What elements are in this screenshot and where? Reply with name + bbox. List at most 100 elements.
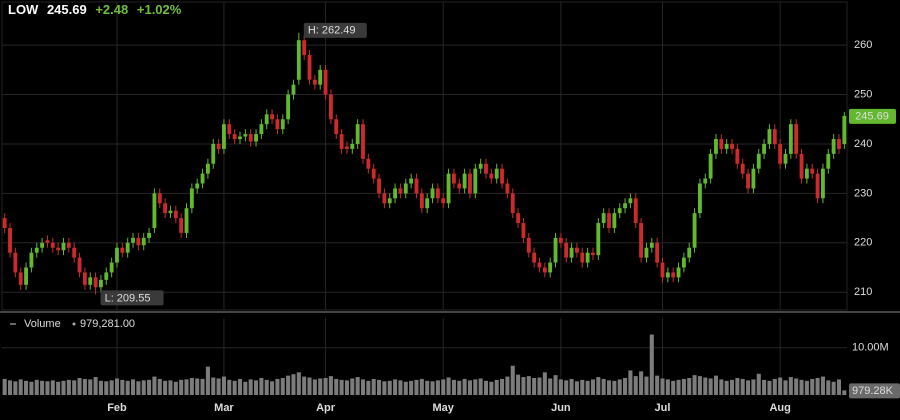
volume-bar	[756, 373, 761, 395]
candle-body	[478, 163, 483, 169]
volume-bar	[815, 377, 820, 395]
candle-body	[762, 143, 767, 154]
annotation: L: 209.55	[105, 292, 151, 304]
candle-body	[756, 153, 761, 169]
candle-body	[569, 247, 574, 258]
candle-body	[387, 198, 392, 204]
legend-dot	[72, 322, 76, 326]
candle-body	[254, 134, 258, 142]
legend-name: Volume	[24, 318, 61, 330]
candle-body	[837, 139, 841, 149]
volume-bar	[826, 380, 831, 395]
candle-body	[398, 188, 403, 194]
candle-body	[393, 188, 398, 199]
volume-bar	[211, 377, 216, 395]
candle-body	[730, 143, 734, 149]
volume-bar	[312, 379, 317, 395]
price-tag	[849, 108, 896, 124]
volume-bar	[500, 378, 505, 395]
candle-body	[574, 247, 579, 253]
volume-bar	[671, 380, 676, 395]
volume-bar	[778, 377, 783, 395]
x-tick-label: Jul	[655, 402, 671, 414]
candle-body	[200, 173, 205, 184]
x-tick-label: May	[433, 402, 455, 414]
candle-body	[163, 203, 168, 214]
candle-body	[72, 247, 77, 258]
volume-bar	[612, 380, 617, 395]
volume-bar	[232, 380, 237, 395]
volume-bar	[13, 381, 18, 395]
candle-body	[708, 153, 713, 179]
candle-body	[323, 69, 328, 95]
volume-bar	[350, 378, 355, 395]
volume-bar	[719, 379, 724, 395]
volume-bar	[580, 379, 585, 395]
volume-bar	[623, 377, 628, 395]
volume-bar	[254, 380, 259, 395]
volume-bar	[120, 379, 125, 395]
candle-body	[104, 272, 109, 280]
candle-body	[205, 163, 210, 174]
candle-body	[537, 262, 542, 268]
change: +2.48	[95, 2, 129, 17]
volume-bar	[147, 379, 152, 395]
volume-bar	[93, 377, 98, 395]
candle-body	[141, 237, 146, 246]
volume-bar	[360, 379, 366, 395]
candle-body	[339, 134, 344, 149]
candle-body	[312, 79, 317, 85]
volume-bar	[66, 379, 71, 395]
candle-body	[676, 267, 681, 278]
candle-body	[147, 232, 151, 238]
candle-body	[564, 242, 569, 258]
volume-bar	[72, 380, 77, 395]
volume-bar	[569, 378, 574, 395]
candle-body	[109, 262, 114, 273]
volume-bar	[687, 377, 692, 395]
volume-bar	[788, 377, 793, 395]
candle-body	[649, 242, 654, 248]
volume-bar	[24, 380, 29, 395]
candle-body	[243, 134, 248, 137]
candle-body	[580, 252, 585, 263]
candle-body	[628, 198, 633, 204]
x-tick-label: Feb	[107, 402, 127, 414]
candle-body	[484, 163, 488, 174]
candle-body	[2, 218, 7, 228]
candle-body	[623, 203, 627, 209]
volume-bar	[344, 380, 349, 395]
candle-body	[136, 237, 141, 246]
candle-body	[296, 40, 301, 80]
volume-bar	[403, 381, 408, 395]
candle-body	[179, 218, 184, 233]
candle-body	[703, 178, 708, 184]
candle-body	[125, 242, 130, 253]
volume-bar	[505, 376, 510, 395]
volume-bar	[216, 378, 221, 395]
candle-body	[804, 168, 809, 179]
candle-body	[345, 146, 349, 149]
candle-body	[494, 168, 499, 179]
volume-bar	[248, 379, 253, 395]
volume-bar	[665, 379, 670, 395]
candle-body	[526, 237, 531, 253]
volume-bar	[740, 378, 745, 395]
volume-bar	[393, 379, 398, 395]
volume-bar	[708, 378, 713, 395]
candle-body	[195, 183, 200, 189]
volume-bar	[270, 381, 275, 395]
volume-bar	[157, 378, 162, 395]
volume-bar	[88, 379, 93, 395]
volume-bar	[746, 380, 751, 395]
volume-bar	[729, 379, 735, 395]
x-tick-label: Apr	[316, 402, 336, 414]
candle-body	[548, 262, 553, 273]
volume-bar	[82, 378, 87, 395]
volume-bar	[713, 375, 719, 395]
candle-body	[430, 188, 435, 199]
candle-body	[88, 277, 93, 285]
change-pct: +1.02%	[136, 2, 182, 17]
volume-bar	[692, 375, 697, 395]
volume-bar	[783, 380, 788, 395]
